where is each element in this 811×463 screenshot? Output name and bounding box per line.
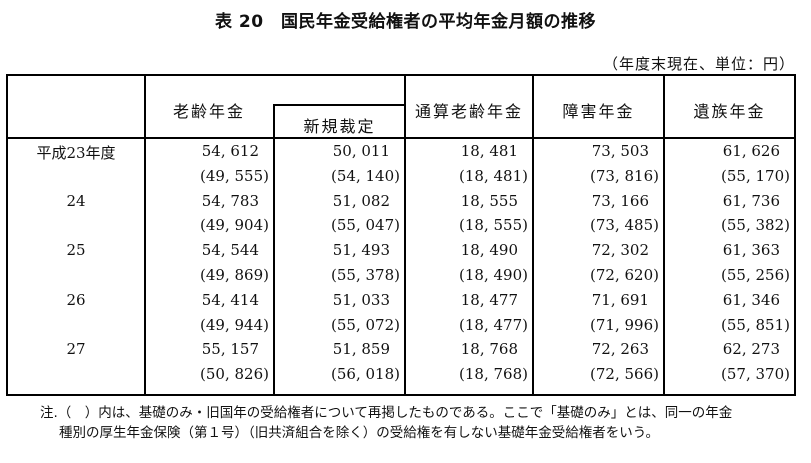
header-disability: 障害年金 xyxy=(562,102,635,121)
table-cell-subvalue: (49, 869) xyxy=(200,266,269,284)
table-cell-value: 18, 490 xyxy=(460,241,518,260)
table-cell-subvalue: (56, 018) xyxy=(331,365,400,384)
table-cell-value: 71, 691 xyxy=(591,290,649,309)
table-cell-subvalue: (55, 047) xyxy=(331,216,400,235)
table-cell-value: 18, 768 xyxy=(460,340,518,359)
table-cell-subvalue: (18, 555) xyxy=(459,216,528,235)
table-cell-value: 54, 414 xyxy=(201,290,259,309)
table-cell-subvalue: (49, 555) xyxy=(200,166,269,185)
table-cell-subvalue: (18, 768) xyxy=(459,365,528,384)
sub-col-divider xyxy=(273,104,275,394)
table-cell-subvalue: (18, 490) xyxy=(459,266,528,284)
col-divider xyxy=(404,76,406,394)
table-cell-value: 51, 082 xyxy=(332,191,390,210)
table-cell-subvalue: (18, 481) xyxy=(459,166,528,185)
table-title: 表 20 国民年金受給権者の平均年金月額の推移 xyxy=(214,12,597,32)
pension-table: 老齢年金 新規裁定 通算老齢年金 障害年金 遺族年金 平成23年度 54, 612… xyxy=(6,74,796,396)
table-cell-subvalue: (57, 370) xyxy=(721,365,790,384)
table-cell-value: 72, 302 xyxy=(591,241,649,260)
footnote: 注.（ ）内は、基礎のみ・旧国年の受給権者について再掲したものである。ここで「基… xyxy=(40,403,732,443)
header-tsusan: 通算老齢年金 xyxy=(414,102,523,121)
col-divider xyxy=(532,76,534,394)
table-cell-value: 18, 555 xyxy=(460,191,518,210)
row-year-label: 25 xyxy=(66,241,86,260)
table-cell-subvalue: (73, 485) xyxy=(590,216,659,235)
table-cell-value: 61, 736 xyxy=(722,191,780,210)
row-year-label: 27 xyxy=(66,340,86,359)
table-cell-value: 50, 011 xyxy=(332,142,390,160)
table-cell-subvalue: (50, 826) xyxy=(200,365,269,384)
table-cell-value: 73, 166 xyxy=(591,191,649,210)
table-cell-subvalue: (55, 382) xyxy=(721,216,790,235)
table-cell-value: 51, 033 xyxy=(332,290,390,309)
footnote-line1: 注.（ ）内は、基礎のみ・旧国年の受給権者について再掲したものである。ここで「基… xyxy=(40,405,733,421)
table-cell-subvalue: (54, 140) xyxy=(331,166,400,185)
col-divider xyxy=(663,76,665,394)
row-year-label: 26 xyxy=(66,290,86,309)
table-cell-subvalue: (72, 620) xyxy=(590,266,659,284)
header-old-age-new: 新規裁定 xyxy=(303,117,376,136)
table-cell-value: 73, 503 xyxy=(591,142,649,160)
table-cell-subvalue: (18, 477) xyxy=(459,315,528,334)
table-cell-value: 62, 273 xyxy=(722,340,780,359)
unit-note: （年度末現在、単位：円） xyxy=(602,55,795,73)
table-cell-subvalue: (55, 378) xyxy=(331,266,400,284)
table-cell-value: 54, 612 xyxy=(201,142,259,160)
table-cell-subvalue: (72, 566) xyxy=(590,365,659,384)
header-old-age: 老齢年金 xyxy=(172,102,245,121)
sub-header-divider xyxy=(273,104,404,106)
table-cell-subvalue: (55, 170) xyxy=(721,166,790,185)
col-divider xyxy=(144,76,146,394)
table-cell-subvalue: (73, 816) xyxy=(590,166,659,185)
table-cell-subvalue: (55, 256) xyxy=(721,266,790,284)
table-cell-subvalue: (55, 851) xyxy=(721,315,790,334)
table-cell-value: 51, 493 xyxy=(332,241,390,260)
table-cell-value: 54, 783 xyxy=(201,191,259,210)
table-cell-subvalue: (71, 996) xyxy=(590,315,659,334)
table-cell-subvalue: (55, 072) xyxy=(331,315,400,334)
table-cell-value: 61, 626 xyxy=(722,142,780,160)
table-cell-value: 61, 346 xyxy=(722,290,780,309)
table-cell-value: 61, 363 xyxy=(722,241,780,260)
table-cell-value: 51, 859 xyxy=(332,340,390,359)
row-year-label: 24 xyxy=(66,191,86,210)
header-divider xyxy=(8,137,794,139)
table-cell-subvalue: (49, 904) xyxy=(200,216,269,235)
table-cell-value: 18, 481 xyxy=(460,142,518,160)
table-cell-value: 72, 263 xyxy=(591,340,649,359)
table-cell-subvalue: (49, 944) xyxy=(200,315,269,334)
table-cell-value: 18, 477 xyxy=(460,290,518,309)
footnote-line2: 種別の厚生年金保険（第１号）（旧共済組合を除く）の受給権を有しない基礎年金受給権… xyxy=(59,425,659,441)
table-cell-value: 54, 544 xyxy=(201,241,259,260)
table-cell-value: 55, 157 xyxy=(201,340,259,359)
row-year-label: 平成23年度 xyxy=(36,144,116,162)
header-survivor: 遺族年金 xyxy=(693,102,766,121)
